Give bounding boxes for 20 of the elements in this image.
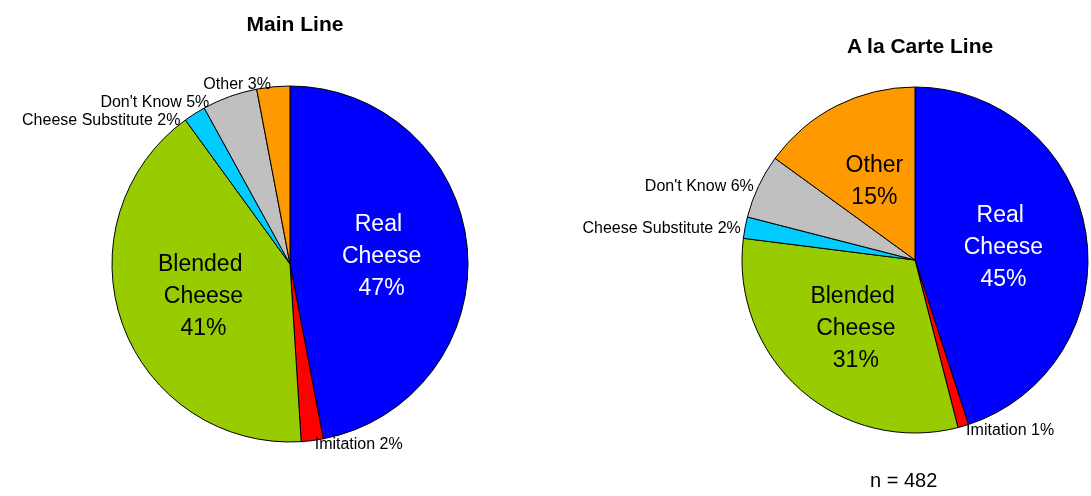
- slice-label: Other: [845, 151, 904, 178]
- text: n = 482: [870, 469, 938, 491]
- slice-label: Cheese Substitute 2%: [22, 111, 181, 129]
- data-label: 47%: [358, 274, 405, 301]
- slice-label: Imitation 1%: [966, 420, 1055, 438]
- slice-label: Blended Cheese: [158, 250, 249, 309]
- data-label: 31%: [832, 346, 879, 373]
- slice-label: Real Cheese: [963, 201, 1044, 259]
- chart-title: Main Line: [246, 12, 344, 35]
- slice-label: Don't Know 6%: [644, 176, 754, 194]
- slice-label: Imitation 2%: [314, 435, 403, 453]
- slice-label: Don't Know 5%: [100, 93, 210, 111]
- slice-label: Blended Cheese: [810, 282, 902, 341]
- data-label: 15%: [851, 183, 898, 210]
- slice-label: Real Cheese: [341, 210, 422, 269]
- chart-title: A la Carte Line: [846, 34, 994, 57]
- data-label: 45%: [980, 265, 1027, 291]
- data-label: 41%: [180, 314, 227, 341]
- slice-label: Cheese Substitute 2%: [582, 218, 741, 236]
- slice-label: Other 3%: [203, 75, 271, 93]
